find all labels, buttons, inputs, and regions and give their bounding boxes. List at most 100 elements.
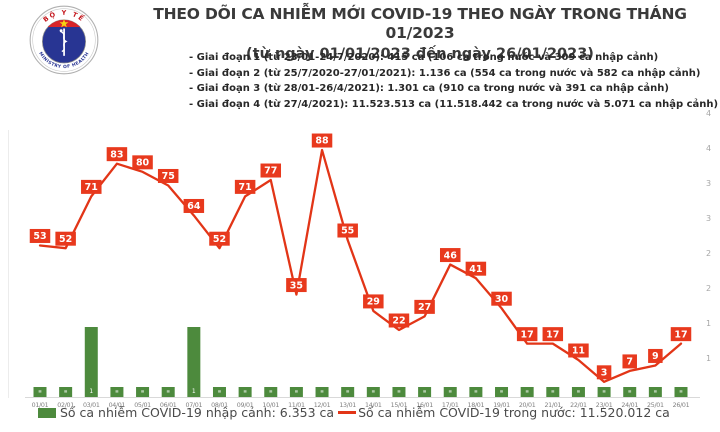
right-axis-label: 1 [706,319,711,328]
bar-tiny-mark [371,390,375,393]
bar-tiny-mark [115,390,119,393]
bar-tiny-mark [448,390,452,393]
case-count-label: 53 [33,231,46,242]
case-count-label-box [670,327,692,342]
case-count-label: 75 [162,171,175,182]
case-count-label: 9 [652,351,659,362]
date-tick-label: 05/01 [134,402,151,409]
right-axis-label: 1 [706,354,711,363]
right-axis-label: 4 [706,144,711,153]
case-count-label: 71 [239,182,252,193]
bullet-stage-2: - Giai đoạn 2 (từ 25/7/2020-27/01/2021):… [189,67,701,79]
date-tick-label: 08/01 [211,402,228,409]
logo-red-band [42,19,86,28]
case-count-label: 41 [469,264,482,275]
right-axis-label: 4 [706,109,711,118]
bar-tiny-mark [577,390,580,393]
bar-tiny-mark [64,390,68,393]
bar-tiny-mark [423,390,426,393]
case-count-label: 30 [495,294,509,305]
case-count-label-box [568,343,589,358]
date-tick-label: 07/01 [186,402,203,409]
case-count-label: 22 [392,316,405,327]
chart-legend: Số ca nhiễm COVID-19 nhập cảnh: 6.353 ca… [38,405,698,420]
page-title: THEO DÕI CA NHIỄM MỚI COVID-19 THEO NGÀY… [153,5,687,42]
date-tick-label: 03/01 [83,402,100,409]
case-count-label: 7 [626,357,633,368]
bar-tiny-mark [166,390,170,393]
case-count-label-box [234,179,256,194]
header: THEO DÕI CA NHIỄM MỚI COVID-19 THEO NGÀY… [126,5,714,63]
bar-tiny-mark [320,390,324,393]
bar-tiny-mark [243,390,247,393]
right-axis-label: 2 [706,249,711,258]
case-count-label: 17 [521,329,534,340]
bullet-stage-3: - Giai đoạn 3 (từ 28/01-26/4/2021): 1.30… [189,83,669,95]
date-tick-label: 15/01 [391,402,408,409]
bar-tiny-mark [295,390,298,393]
date-tick-label: 17/01 [442,402,459,409]
case-count-label: 55 [341,226,354,237]
right-axis-label: 3 [706,179,711,188]
logo-star-icon [59,19,69,28]
case-count-label-box [286,278,307,293]
bar-tiny-mark [525,390,529,393]
date-tick-label: 18/01 [468,402,485,409]
date-tick-label: 11/01 [288,402,305,409]
case-count-label-box [29,228,51,243]
case-count-label: 17 [546,329,559,340]
bar-tiny-mark [397,390,401,393]
legend-imported: Số ca nhiễm COVID-19 nhập cảnh: 6.353 ca [38,405,334,420]
case-count-label: 29 [367,297,380,308]
date-tick-label: 26/01 [673,402,690,409]
bar-value-label: 1 [192,388,196,395]
bar-tiny-mark [38,390,42,393]
case-count-label-box [55,231,76,246]
case-count-label-box [363,294,384,309]
imported-bar [187,327,201,397]
date-tick-label: 02/01 [57,402,74,409]
case-count-label-box [516,327,538,342]
case-count-label: 52 [59,234,72,245]
case-count-label-box [439,248,461,263]
date-tick-label: 09/01 [237,402,254,409]
case-count-label: 88 [315,136,329,147]
bullet-stage-4: - Giai đoạn 4 (từ 27/4/2021): 11.523.513… [189,98,719,110]
case-count-label-box [491,291,512,306]
bar-value-label: 1 [89,388,93,395]
logo-snake-icon [60,30,68,53]
case-count-label: 11 [572,346,585,357]
date-tick-label: 19/01 [493,402,510,409]
bar-tiny-mark [474,390,478,393]
date-tick-label: 22/01 [570,402,587,409]
case-count-label: 27 [418,302,431,313]
date-tick-label: 16/01 [416,402,433,409]
legend-imported-label: Số ca nhiễm COVID-19 nhập cảnh: 6.353 ca [60,405,335,420]
case-count-label: 52 [213,234,226,245]
case-count-label-box [622,354,637,369]
domestic-swatch-icon [338,411,357,414]
case-count-label-box [542,327,564,342]
case-count-label: 77 [264,166,277,177]
legend-domestic-label: Số ca nhiễm COVID-19 trong nước: 11.520.… [358,405,670,420]
case-count-label: 35 [290,280,303,291]
imported-bar [84,327,98,397]
date-tick-label: 10/01 [262,402,279,409]
logo-staff [63,28,65,56]
date-tick-label: 24/01 [621,402,638,409]
case-count-label-box [183,198,205,213]
bar-tiny-mark [602,390,606,393]
right-axis-label: 3 [706,214,711,223]
date-tick-label: 23/01 [596,402,613,409]
bar-tiny-mark [218,390,221,393]
page-subtitle: (từ ngày 01/01/2023 đến ngày 26/01/2023) [246,46,594,62]
case-count-label-box [388,313,410,328]
case-count-label: 17 [674,329,687,340]
date-tick-label: 13/01 [339,402,356,409]
date-tick-label: 06/01 [160,402,177,409]
bar-tiny-mark [269,390,273,393]
case-count-label-box [209,231,230,246]
date-tick-label: 01/01 [32,402,49,409]
